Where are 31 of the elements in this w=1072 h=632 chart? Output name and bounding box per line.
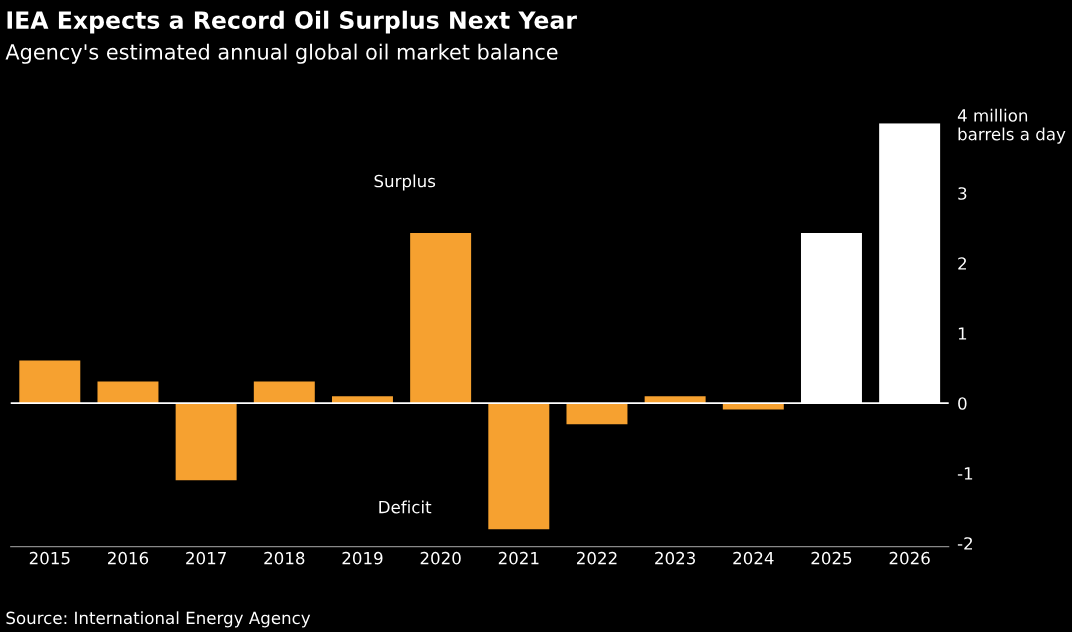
bar [566,403,628,425]
y-tick-label: 3 [958,187,967,200]
x-tick-label: 2023 [655,551,696,565]
bar [488,403,550,530]
y-tick-label: 1 [958,327,967,340]
x-tick-label: 2021 [498,551,539,565]
bar [19,360,81,404]
bar [410,233,472,404]
x-tick-label: 2025 [811,551,852,565]
bar [253,381,315,404]
bar [97,381,159,404]
x-tick-label: 2016 [107,551,149,565]
chart-subtitle: Agency's estimated annual global oil market balance [5,43,558,64]
x-tick-label: 2019 [342,551,383,565]
x-tick-label: 2018 [264,551,305,565]
x-tick-label: 2020 [420,551,461,565]
y-tick-label: 2 [958,257,966,270]
x-tick-label: 2017 [186,551,226,565]
y-tick-label: 0 [958,397,967,410]
chart-title: IEA Expects a Record Oil Surplus Next Year [7,10,577,34]
y-tick-label: -2 [957,537,972,550]
x-tick-label: 2024 [733,551,774,565]
x-tick-label: 2015 [29,551,70,565]
source-note: Source: International Energy Agency [6,611,311,628]
annotation: Surplus [374,174,436,191]
y-tick-label: 4 million barrels a day [957,108,1066,144]
x-tick-label: 2022 [576,551,617,565]
bar [175,403,237,481]
y-tick-label: -1 [957,467,973,480]
annotation: Deficit [379,500,432,514]
x-tick-label: 2026 [889,551,930,565]
